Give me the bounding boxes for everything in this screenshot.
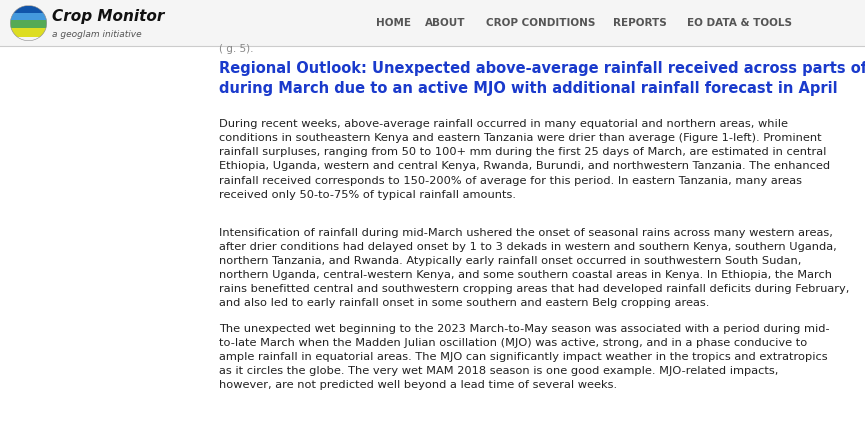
Text: Crop Monitor: Crop Monitor [52,9,164,24]
Text: CROP CONDITIONS: CROP CONDITIONS [486,18,595,28]
Text: ABOUT: ABOUT [426,18,465,28]
Text: ( g. 5).: ( g. 5). [219,44,253,54]
Polygon shape [0,28,65,37]
Text: REPORTS: REPORTS [613,18,667,28]
FancyBboxPatch shape [0,0,865,46]
Text: HOME: HOME [376,18,411,28]
Polygon shape [0,20,65,28]
Text: a geoglam initiative: a geoglam initiative [52,30,142,39]
Text: The unexpected wet beginning to the 2023 March-to-May season was associated with: The unexpected wet beginning to the 2023… [219,324,830,390]
Text: EO DATA & TOOLS: EO DATA & TOOLS [687,18,792,28]
Polygon shape [0,6,65,12]
Text: Intensification of rainfall during mid-March ushered the onset of seasonal rains: Intensification of rainfall during mid-M… [219,228,849,309]
Polygon shape [0,12,65,20]
Text: Regional Outlook: Unexpected above-average rainfall received across parts of the: Regional Outlook: Unexpected above-avera… [219,61,865,96]
Text: During recent weeks, above-average rainfall occurred in many equatorial and nort: During recent weeks, above-average rainf… [219,119,830,200]
